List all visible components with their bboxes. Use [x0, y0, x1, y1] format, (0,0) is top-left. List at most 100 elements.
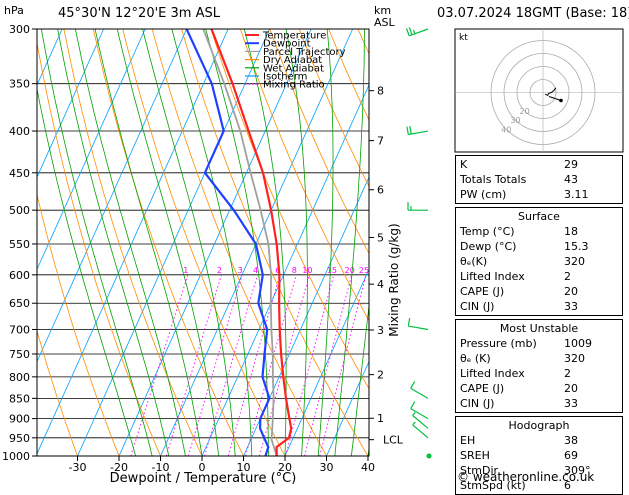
mixing-ratio-label: 1	[183, 266, 188, 275]
mu-row: Pressure (mb)1009	[456, 336, 622, 351]
wet-adiabat-line	[244, 29, 286, 456]
km-label: 3	[377, 324, 384, 337]
isotherm-line	[244, 29, 436, 456]
pressure-label: 1000	[2, 450, 30, 463]
mixing-ratio-label: 3	[238, 266, 243, 275]
chart-axes: 300 350 400 450 500 550 600 650 700 750 800 850 900 9…	[2, 23, 404, 486]
hodograph-ring-label: 40	[501, 125, 511, 134]
x-axis-label: Dewpoint / Temperature (°C)	[110, 471, 297, 486]
surface-row: θₑ(K)320	[456, 254, 622, 269]
mixing-ratio-label: 15	[327, 266, 337, 275]
storm-motion-point	[559, 99, 563, 103]
wind-barb-shaft	[411, 409, 428, 419]
mu-row: CIN (J)33	[456, 396, 622, 411]
index-pw: PW (cm)3.11	[456, 187, 622, 202]
mixing-ratio-label: 10	[302, 266, 312, 275]
wet-adiabat-line	[95, 29, 202, 456]
y-axis-label: Mixing Ratio (g/kg)	[387, 223, 401, 336]
dry-adiabat-line	[93, 29, 243, 456]
wind-barb-shaft	[408, 326, 428, 329]
surface-wind-dot	[427, 454, 432, 459]
hodograph-unit: kt	[459, 33, 468, 43]
wet-adiabat-line	[172, 29, 252, 456]
temperature-tick-label: 40	[361, 461, 375, 474]
wind-barb-half-flag	[413, 412, 416, 415]
wet-adiabat-line	[286, 29, 307, 456]
wind-barbs	[406, 27, 431, 458]
mixing-ratio-line	[166, 275, 221, 456]
pressure-label: 400	[9, 125, 30, 138]
wind-barb-flag	[406, 28, 409, 36]
mu-row: CAPE (J)20	[456, 381, 622, 396]
wind-barb-half-flag	[413, 422, 416, 425]
hodograph-ring-label: 30	[510, 116, 520, 125]
pressure-label: 800	[9, 371, 30, 384]
hodograph-frame	[455, 29, 623, 152]
wind-barb-flag	[411, 402, 415, 409]
km-label: 5	[377, 231, 384, 244]
lcl-label: LCL	[383, 434, 404, 447]
mixing-ratio-label: 4	[253, 266, 258, 275]
temperature-tick-label: -30	[69, 461, 87, 474]
wind-barb-flag	[407, 127, 408, 135]
mu-row: θₑ (K)320	[456, 351, 622, 366]
most-unstable-table: Most Unstable Pressure (mb)1009 θₑ (K)32…	[455, 319, 623, 413]
km-label: 6	[377, 184, 384, 197]
surface-table: Surface Temp (°C)18 Dewp (°C)15.3 θₑ(K)3…	[455, 207, 623, 316]
km-label: 7	[377, 135, 384, 148]
pressure-label: 350	[9, 78, 30, 91]
pressure-label: 600	[9, 269, 30, 282]
most-unstable-title: Most Unstable	[456, 321, 622, 336]
surface-title: Surface	[456, 209, 622, 224]
isotherm-line	[36, 29, 228, 456]
pressure-label: 950	[9, 432, 30, 445]
wet-adiabat-line	[75, 29, 185, 456]
isotherm-line	[202, 29, 394, 456]
wind-barb-flag	[411, 381, 415, 388]
mixing-ratio-label: 8	[292, 266, 297, 275]
pressure-label: 850	[9, 392, 30, 405]
dry-adiabat-line	[123, 29, 285, 456]
wind-barb-half-flag	[413, 30, 414, 34]
km-label: 8	[377, 85, 384, 98]
wind-barb-shaft	[411, 388, 428, 398]
surface-row: CAPE (J)20	[456, 284, 622, 299]
pressure-label: 500	[9, 204, 30, 217]
surface-row: Dewp (°C)15.3	[456, 239, 622, 254]
surface-row: Temp (°C)18	[456, 224, 622, 239]
mixing-ratio-label: 25	[359, 266, 369, 275]
mixing-ratio-label: 20	[345, 266, 355, 275]
pressure-label: 750	[9, 348, 30, 361]
wet-adiabat-line	[58, 29, 169, 456]
surface-row: CIN (J)33	[456, 299, 622, 314]
km-label: 1	[377, 412, 384, 425]
footer-credit: © weatheronline.co.uk	[457, 470, 594, 484]
plot-frame	[37, 29, 369, 456]
pressure-label: 700	[9, 324, 30, 337]
pressure-label: 300	[9, 23, 30, 36]
temperature-tick-label: 30	[320, 461, 334, 474]
pressure-label: 900	[9, 413, 30, 426]
dry-adiabat-line	[152, 29, 326, 456]
wind-barb-flag	[408, 318, 409, 326]
hodograph-title: Hodograph	[456, 418, 622, 433]
mixing-ratio-line	[305, 275, 352, 456]
wet-adiabat-line	[41, 29, 152, 456]
legend-entry: Mixing Ratio	[263, 80, 325, 91]
pressure-label: 650	[9, 297, 30, 310]
pressure-label: 550	[9, 238, 30, 251]
km-label: 2	[377, 369, 384, 382]
wind-barb-flag	[410, 126, 411, 134]
hodograph-ring-label: 20	[520, 107, 530, 116]
pressure-label: 450	[9, 167, 30, 180]
km-label: 4	[377, 278, 384, 291]
